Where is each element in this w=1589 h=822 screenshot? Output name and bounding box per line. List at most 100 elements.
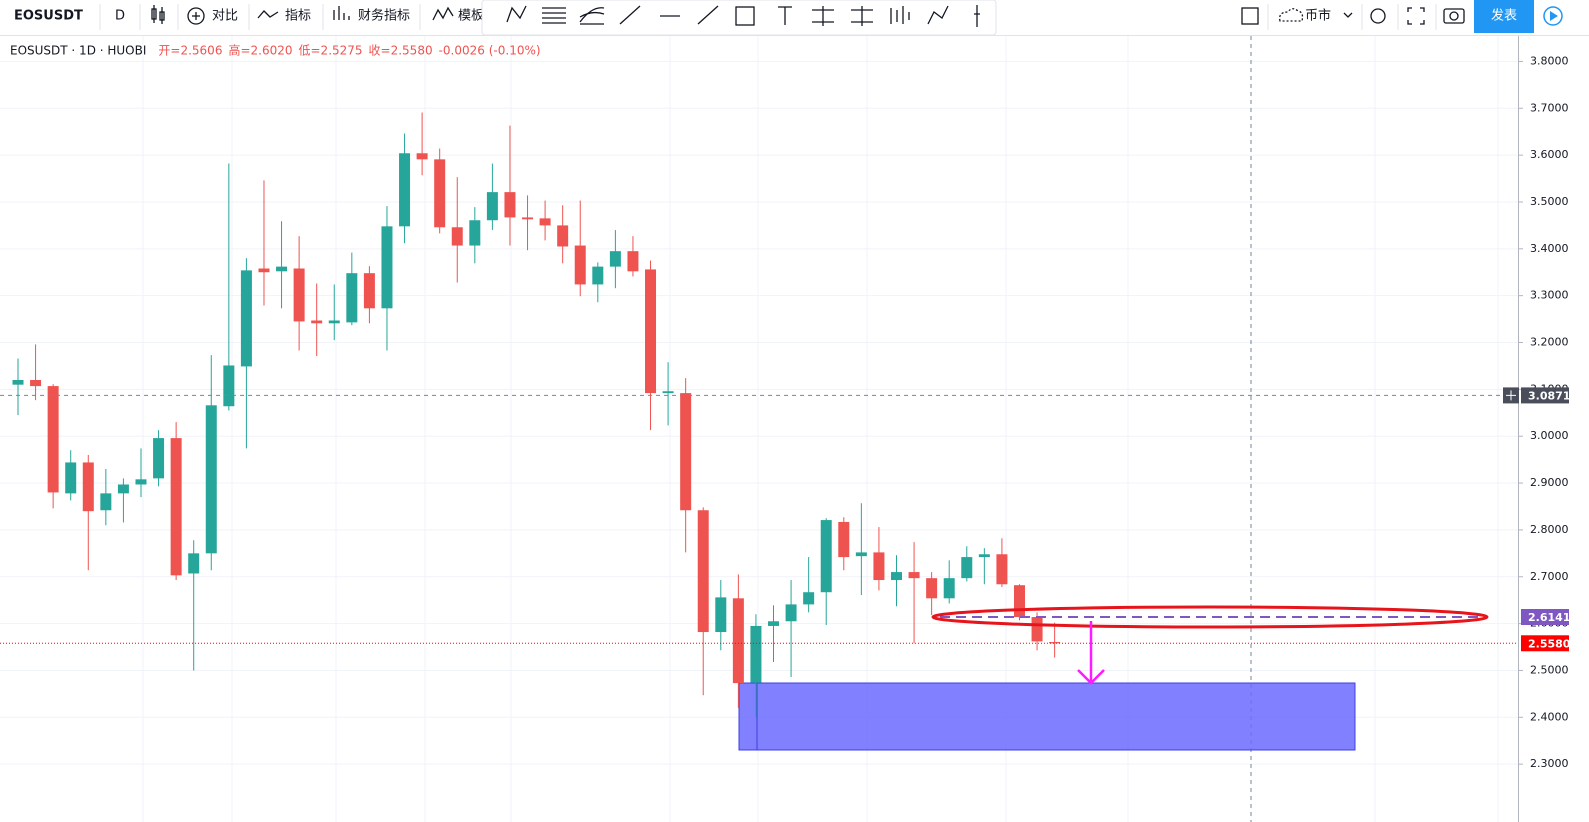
tool-fib[interactable] xyxy=(542,7,566,24)
tool-rect[interactable] xyxy=(735,6,755,26)
y-tick-label: 3.5000 xyxy=(1530,195,1569,208)
price-badge-label: 2.6141 xyxy=(1528,611,1570,624)
y-tick-label: 3.2000 xyxy=(1530,336,1569,349)
fullscreen-icon[interactable] xyxy=(1407,7,1425,25)
indicators[interactable]: 指标 xyxy=(285,9,311,24)
y-tick-label: 3.6000 xyxy=(1530,148,1569,161)
candle-body xyxy=(311,320,323,324)
candle-body xyxy=(996,554,1008,585)
y-tick-label: 3.3000 xyxy=(1530,289,1569,302)
tool-trend[interactable] xyxy=(697,5,719,25)
candle-body xyxy=(592,266,604,285)
tool-gann[interactable] xyxy=(579,7,605,25)
candle-body xyxy=(363,273,375,309)
chevron[interactable] xyxy=(1343,12,1353,18)
candle-body xyxy=(1049,642,1061,644)
candle-body xyxy=(803,592,815,605)
candle-body xyxy=(680,393,692,511)
replay-triangle xyxy=(1550,11,1558,21)
candle-body xyxy=(926,578,938,599)
candle-body xyxy=(434,159,446,228)
candle-body xyxy=(293,268,305,322)
chart-style-icon[interactable] xyxy=(151,5,165,24)
candle-body xyxy=(469,220,481,246)
zone-box xyxy=(738,682,1356,751)
candle-body xyxy=(820,520,832,593)
tool-bars[interactable] xyxy=(890,6,910,24)
candle-body xyxy=(539,218,551,226)
candle-body xyxy=(838,521,850,558)
down-arrow xyxy=(1077,621,1105,685)
candle-body xyxy=(732,598,744,684)
candle-body xyxy=(117,484,129,494)
cloud-icon[interactable] xyxy=(1279,8,1304,22)
publish-button[interactable] xyxy=(1474,0,1534,33)
candle-body xyxy=(662,391,674,394)
candle-body xyxy=(715,597,727,633)
candle-body xyxy=(574,245,586,285)
candle-body xyxy=(750,625,762,683)
compare-icon[interactable] xyxy=(187,7,205,25)
tool-text[interactable] xyxy=(778,6,792,25)
candle-body xyxy=(346,273,358,323)
candle-body xyxy=(240,270,252,367)
candle-body xyxy=(504,192,516,218)
settings-icon[interactable] xyxy=(1370,8,1386,24)
symbol[interactable]: EOSUSDT xyxy=(14,9,83,24)
templates[interactable]: 模板 xyxy=(458,9,484,24)
publish[interactable]: 发表 xyxy=(1491,8,1517,24)
candle-body xyxy=(153,438,165,479)
candle-body xyxy=(908,572,920,579)
tool-ray[interactable] xyxy=(619,5,641,25)
candle-body xyxy=(1031,617,1043,642)
legend-value: 收=2.5580 xyxy=(369,44,433,58)
y-tick-label: 3.0000 xyxy=(1530,429,1569,442)
candle-body xyxy=(188,553,200,574)
y-tick-label: 3.7000 xyxy=(1530,101,1569,114)
candle-body xyxy=(381,226,393,309)
candle-body xyxy=(276,266,288,272)
tool-brush[interactable] xyxy=(927,5,949,25)
tool-pattern[interactable] xyxy=(506,5,527,23)
y-tick-label: 3.8000 xyxy=(1530,54,1569,67)
candle-body xyxy=(645,269,657,394)
candle-body xyxy=(328,320,340,324)
candle-body xyxy=(399,153,411,227)
candle-body xyxy=(978,554,990,558)
candle-body xyxy=(891,572,902,581)
candle-body xyxy=(30,379,42,387)
indicator-icon[interactable] xyxy=(257,10,279,19)
candle-body xyxy=(416,153,428,160)
candle-body xyxy=(961,557,973,579)
price-badge xyxy=(1521,635,1569,652)
interval[interactable]: D xyxy=(115,9,125,24)
candle-body xyxy=(170,438,182,576)
price-badge xyxy=(1521,609,1569,626)
tool-range[interactable] xyxy=(851,6,873,26)
snapshot-icon[interactable] xyxy=(1443,8,1465,24)
financials-icon[interactable] xyxy=(333,6,350,20)
candle-body xyxy=(943,578,955,599)
candle-body xyxy=(223,365,235,407)
templates-icon[interactable] xyxy=(432,6,454,21)
price-badge-label: 3.0871 xyxy=(1528,389,1570,402)
layout-icon[interactable] xyxy=(1241,7,1259,25)
candle-body xyxy=(873,552,885,581)
candle-body xyxy=(1013,585,1025,618)
tool-measure[interactable] xyxy=(974,5,980,27)
tool-position[interactable] xyxy=(812,6,834,26)
drawing-toolbar xyxy=(481,0,997,36)
candle-body xyxy=(609,251,621,267)
y-tick-label: 2.9000 xyxy=(1530,476,1569,489)
legend-value: 低=2.5275 xyxy=(299,44,363,58)
candle-body xyxy=(258,268,270,273)
drawing-tools xyxy=(506,5,980,27)
legend-value: 开=2.5606 xyxy=(158,44,222,58)
replay-icon[interactable] xyxy=(1543,6,1563,26)
cursor-plus xyxy=(1506,390,1516,401)
compare[interactable]: 对比 xyxy=(212,9,238,24)
market[interactable]: 币市 xyxy=(1305,8,1331,24)
candle-body xyxy=(522,217,534,220)
financials[interactable]: 财务指标 xyxy=(358,8,410,24)
highlight-ellipse xyxy=(931,605,1489,629)
